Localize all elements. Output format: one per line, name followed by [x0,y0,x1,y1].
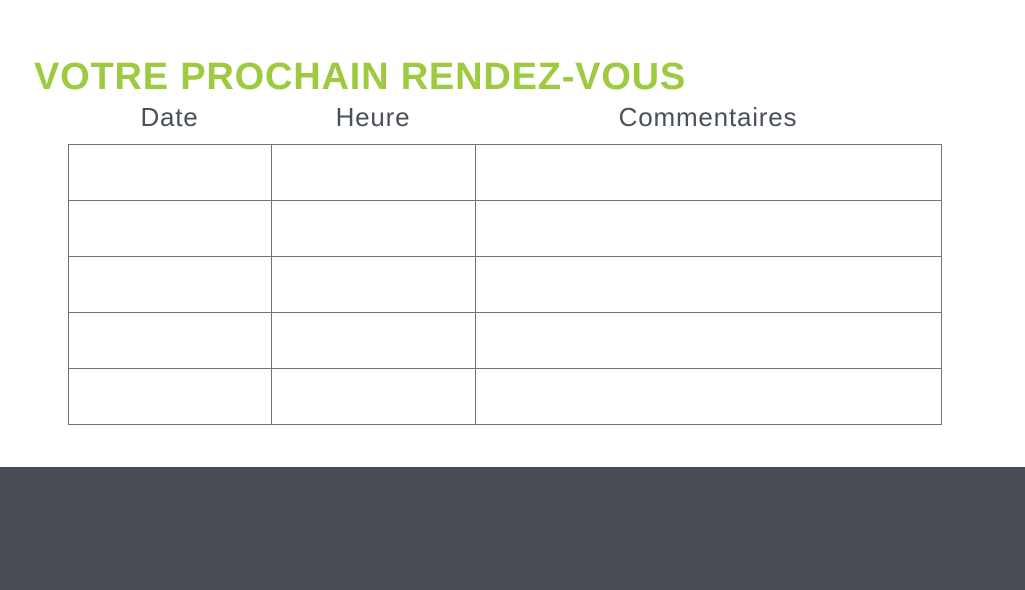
page-title: VOTRE PROCHAIN RENDEZ-VOUS [34,56,687,99]
cell-heure [271,144,476,201]
cell-heure [271,200,476,257]
column-header-heure: Heure [335,101,411,132]
cell-date [68,144,272,201]
cell-commentaires [475,200,942,257]
cell-heure [271,368,476,425]
column-header-commentaires: Commentaires [618,101,798,132]
table-row [68,200,942,257]
cell-date [68,200,272,257]
column-header-date: Date [140,101,199,132]
cell-commentaires [475,368,942,425]
table-row [68,256,942,313]
cell-commentaires [475,256,942,313]
table-row [68,312,942,369]
cell-heure [271,256,476,313]
footer-band [0,467,1025,590]
table-row [68,368,942,425]
cell-commentaires [475,144,942,201]
appointments-table [68,144,942,425]
cell-date [68,312,272,369]
cell-date [68,256,272,313]
cell-heure [271,312,476,369]
table-column-headers: Date Heure Commentaires [68,100,941,134]
cell-date [68,368,272,425]
table-row [68,144,942,201]
cell-commentaires [475,312,942,369]
